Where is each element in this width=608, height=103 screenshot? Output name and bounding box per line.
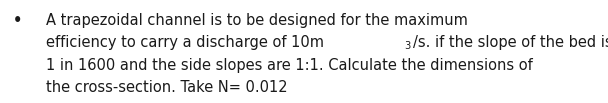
Text: •: • [13, 13, 22, 28]
Text: A trapezoidal channel is to be designed for the maximum: A trapezoidal channel is to be designed … [46, 13, 468, 28]
Text: the cross-section. Take N= 0.012: the cross-section. Take N= 0.012 [46, 81, 288, 95]
Text: efficiency to carry a discharge of 10m: efficiency to carry a discharge of 10m [46, 36, 324, 50]
Text: 1 in 1600 and the side slopes are 1:1. Calculate the dimensions of: 1 in 1600 and the side slopes are 1:1. C… [46, 58, 533, 73]
Text: 3: 3 [405, 41, 411, 51]
Text: /s. if the slope of the bed is: /s. if the slope of the bed is [413, 36, 608, 50]
